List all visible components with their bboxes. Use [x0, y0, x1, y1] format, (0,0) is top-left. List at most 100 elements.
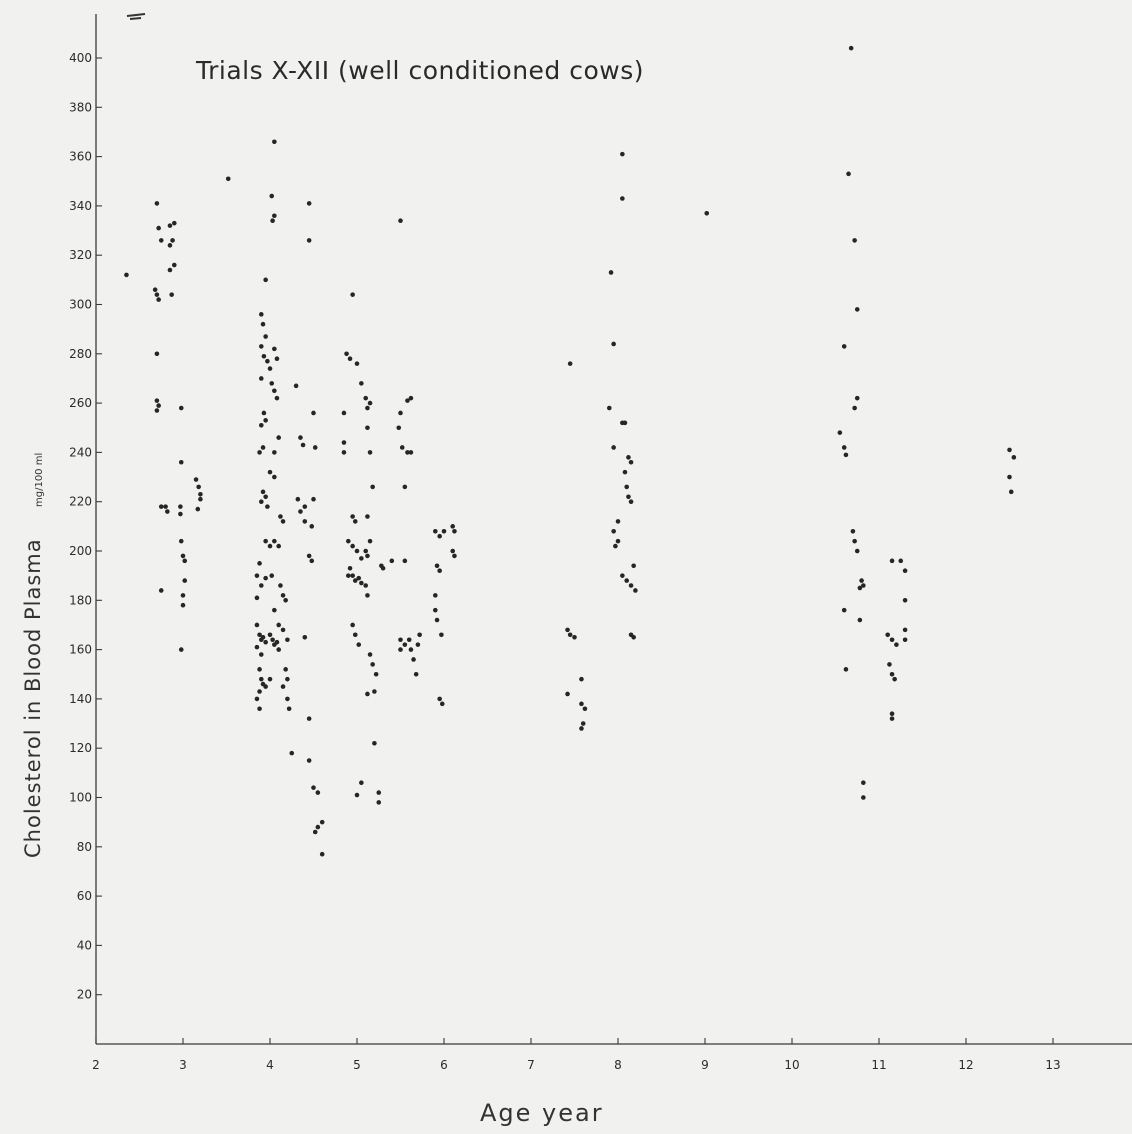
data-point — [259, 676, 264, 682]
data-point — [285, 696, 290, 702]
data-point — [260, 321, 266, 327]
data-point — [261, 353, 267, 359]
data-point — [894, 642, 899, 647]
data-point — [344, 351, 349, 357]
data-point — [278, 583, 283, 588]
data-point — [260, 489, 266, 495]
y-axis-label: Cholesterol in Blood Plasma — [21, 538, 45, 858]
data-point — [169, 292, 174, 297]
data-point — [633, 588, 638, 593]
x-axis-label: Age year — [480, 1099, 604, 1127]
data-point — [356, 642, 362, 647]
data-point — [452, 553, 457, 559]
y-axis-ticks: 20 40 60 80 100 120 140 160 180 200 220 240 260 280 30… — [69, 51, 102, 1002]
x-tick-label: 5 — [353, 1058, 361, 1072]
data-point — [433, 607, 438, 613]
data-point — [265, 358, 270, 364]
y-tick-label: 220 — [69, 495, 92, 509]
data-point — [278, 514, 283, 519]
data-point — [373, 671, 379, 677]
data-point — [398, 637, 403, 643]
data-point — [285, 637, 290, 643]
data-point — [306, 716, 312, 721]
data-point — [289, 750, 295, 756]
data-point — [263, 684, 268, 689]
data-point — [399, 445, 405, 450]
data-point — [439, 701, 445, 707]
data-point — [254, 573, 260, 578]
data-point — [272, 450, 277, 455]
data-point — [356, 575, 362, 581]
data-point — [167, 223, 173, 228]
data-point — [408, 395, 414, 401]
data-point — [259, 583, 264, 588]
data-point — [567, 361, 573, 366]
data-point — [193, 477, 199, 482]
data-point — [195, 506, 201, 512]
data-point — [263, 334, 268, 339]
data-point — [402, 484, 408, 490]
data-point — [898, 558, 904, 564]
data-point — [283, 598, 288, 603]
y-tick-label: 380 — [69, 100, 92, 114]
data-point — [408, 450, 414, 455]
x-tick-label: 7 — [527, 1058, 535, 1072]
y-tick-label: 140 — [69, 692, 92, 706]
data-point — [433, 593, 438, 598]
data-point — [843, 667, 849, 672]
data-point — [579, 676, 584, 682]
x-tick-label: 6 — [440, 1058, 448, 1072]
x-tick-label: 13 — [1045, 1058, 1060, 1072]
data-point — [257, 689, 262, 694]
data-point — [363, 548, 369, 554]
data-point — [259, 422, 264, 428]
data-point — [628, 459, 634, 465]
data-point — [270, 218, 275, 223]
data-point — [263, 538, 268, 544]
y-tick-label: 80 — [77, 840, 92, 854]
data-point — [172, 262, 177, 268]
data-point — [628, 499, 634, 505]
y-tick-label: 40 — [77, 938, 92, 952]
data-point — [624, 578, 629, 583]
data-point — [620, 573, 625, 578]
data-point — [272, 346, 277, 352]
data-point — [861, 583, 866, 588]
y-tick-label: 260 — [69, 396, 92, 410]
data-point — [272, 139, 277, 145]
data-point — [311, 496, 316, 502]
y-tick-label: 400 — [69, 51, 92, 65]
data-point — [620, 196, 625, 201]
data-point — [628, 583, 634, 588]
data-point — [892, 676, 897, 682]
data-point — [167, 267, 173, 273]
data-point — [611, 341, 616, 347]
data-point — [154, 201, 160, 206]
data-point — [365, 691, 370, 697]
x-tick-label: 4 — [266, 1058, 274, 1072]
top-left-mark — [126, 13, 146, 20]
data-point — [306, 238, 312, 243]
data-point — [415, 642, 421, 647]
data-point — [260, 445, 266, 450]
data-point — [859, 578, 864, 583]
data-point — [283, 667, 288, 672]
data-point — [367, 652, 373, 657]
y-tick-label: 280 — [69, 347, 92, 361]
data-point — [572, 634, 577, 640]
data-point — [608, 270, 614, 275]
data-point — [841, 445, 847, 450]
data-point — [306, 758, 312, 763]
data-point — [439, 632, 444, 638]
data-point — [350, 622, 355, 628]
data-point — [846, 171, 851, 177]
y-tick-label: 200 — [69, 544, 92, 558]
data-point — [582, 706, 588, 712]
data-point — [263, 418, 268, 423]
data-point — [889, 716, 895, 721]
data-point — [341, 450, 347, 455]
data-point — [626, 494, 631, 500]
data-point — [280, 593, 286, 598]
data-point — [402, 642, 408, 647]
